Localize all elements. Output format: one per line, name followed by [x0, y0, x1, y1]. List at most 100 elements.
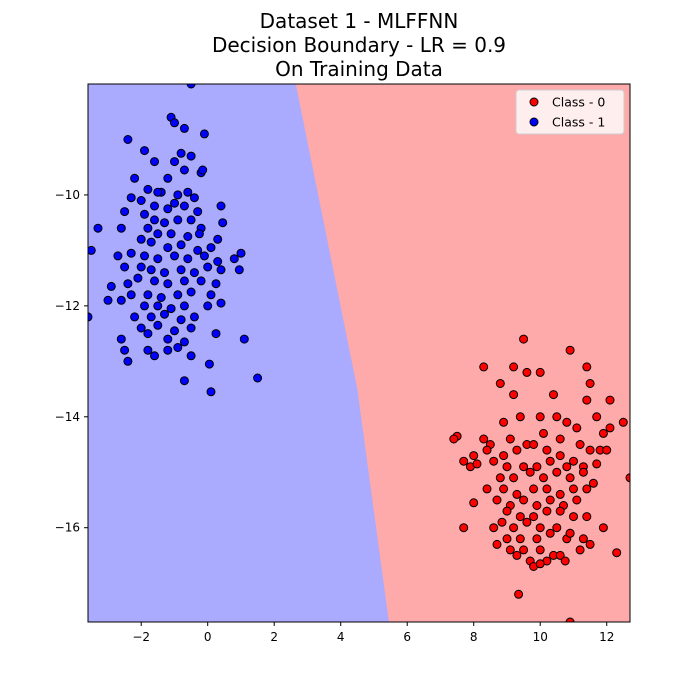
data-point: [612, 548, 622, 558]
data-point: [163, 279, 173, 289]
data-point: [120, 262, 130, 272]
data-point: [140, 301, 149, 311]
data-point: [489, 523, 499, 533]
data-point: [123, 356, 133, 366]
data-point: [605, 423, 615, 433]
data-point: [126, 248, 136, 258]
data-point: [565, 345, 575, 355]
data-point: [170, 326, 179, 336]
data-point: [545, 528, 555, 538]
legend-marker: [529, 117, 539, 127]
data-point: [492, 495, 502, 505]
data-point: [578, 467, 588, 477]
data-point: [515, 512, 525, 522]
data-point: [186, 323, 196, 333]
data-point: [126, 193, 136, 203]
data-point: [585, 445, 595, 455]
data-point: [562, 417, 572, 427]
data-point: [499, 417, 509, 427]
data-point: [120, 345, 130, 355]
data-point: [176, 148, 186, 158]
data-point: [449, 434, 459, 444]
data-point: [505, 434, 515, 444]
data-point: [565, 528, 575, 538]
x-tick-label: 12: [599, 630, 614, 644]
data-point: [206, 243, 216, 253]
data-point: [120, 207, 130, 217]
data-point: [153, 187, 163, 197]
data-point: [555, 434, 565, 444]
data-point: [497, 517, 507, 527]
data-point: [179, 301, 189, 311]
data-point: [170, 157, 179, 167]
decision-regions: [88, 84, 630, 622]
data-point: [515, 534, 525, 544]
x-tick-label: 4: [337, 630, 345, 644]
y-axis: −16 −14 −12 −10: [55, 188, 88, 535]
data-point: [555, 489, 565, 499]
data-point: [216, 298, 226, 308]
data-point: [532, 501, 542, 510]
data-point: [479, 434, 489, 444]
data-point: [140, 209, 149, 219]
data-point: [211, 329, 221, 339]
data-point: [160, 309, 169, 319]
data-point: [186, 351, 196, 361]
data-point: [532, 534, 542, 544]
data-point: [469, 498, 479, 508]
series-class-1: [88, 84, 263, 397]
y-tick-label: −10: [55, 188, 80, 202]
data-point: [509, 390, 519, 400]
data-point: [515, 412, 525, 422]
data-point: [535, 412, 545, 422]
data-point: [519, 462, 529, 472]
data-point: [519, 334, 529, 344]
data-point: [549, 390, 558, 400]
data-point: [552, 412, 562, 422]
data-point: [562, 462, 572, 472]
series-class-0: [449, 334, 630, 622]
data-point: [213, 257, 223, 266]
data-point: [625, 473, 630, 483]
data-point: [588, 478, 598, 488]
data-point: [229, 254, 239, 264]
data-point: [592, 459, 602, 469]
data-point: [605, 395, 615, 405]
data-point: [179, 165, 189, 175]
data-point: [116, 223, 126, 233]
data-point: [179, 276, 189, 286]
data-point: [146, 265, 156, 275]
data-point: [555, 550, 565, 560]
data-point: [116, 334, 126, 344]
data-point: [602, 445, 612, 455]
x-axis: −2 0 2 4 6 8 10 12: [132, 622, 614, 644]
plot-frame: [87, 83, 631, 623]
data-point: [514, 589, 524, 599]
data-point: [93, 223, 103, 233]
data-point: [495, 379, 505, 388]
data-point: [539, 428, 548, 438]
data-point: [146, 237, 156, 247]
data-point: [585, 539, 595, 549]
data-point: [555, 506, 565, 516]
data-point: [592, 412, 602, 422]
legend-marker: [529, 97, 539, 107]
data-point: [116, 295, 126, 305]
chart-title-line-3: On Training Data: [275, 57, 443, 81]
data-point: [126, 290, 136, 300]
data-point: [236, 248, 246, 258]
data-point: [156, 293, 166, 302]
data-point: [545, 456, 555, 466]
x-tick-label: −2: [132, 630, 150, 644]
data-point: [136, 262, 146, 272]
data-point: [499, 484, 509, 494]
data-point: [459, 456, 469, 466]
data-point: [565, 617, 575, 622]
data-point: [143, 184, 153, 194]
data-point: [193, 245, 203, 255]
data-point: [143, 223, 153, 233]
data-point: [103, 295, 113, 305]
data-point: [489, 456, 499, 466]
data-point: [170, 118, 179, 128]
